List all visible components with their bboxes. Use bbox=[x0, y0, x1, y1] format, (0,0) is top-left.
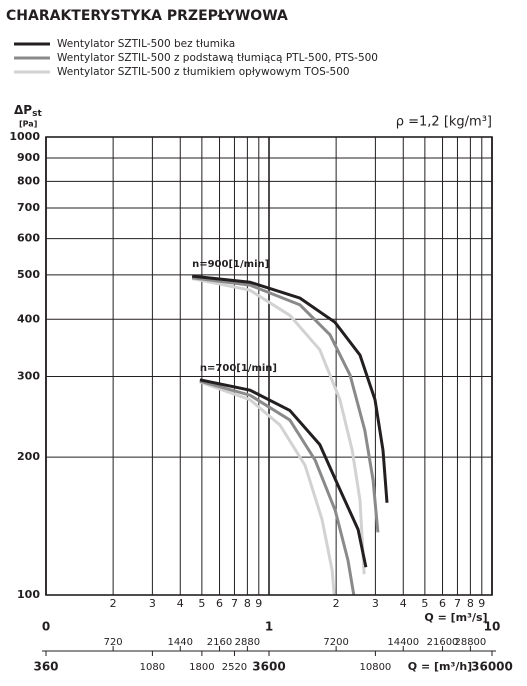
y-tick-label: 200 bbox=[17, 450, 40, 463]
x-tick-label: 10 bbox=[484, 620, 501, 634]
x2-tick-label: 21600 bbox=[427, 637, 459, 648]
x-tick-label: 7 bbox=[231, 597, 238, 610]
x-tick-label: 2 bbox=[333, 597, 340, 610]
y-tick-label: 1000 bbox=[9, 130, 40, 143]
curve-label: n=900[1/min] bbox=[192, 259, 269, 270]
curve bbox=[191, 276, 380, 533]
y-axis-unit: [Pa] bbox=[19, 120, 37, 129]
x-tick-label: 4 bbox=[177, 597, 184, 610]
x2-tick-label: 360 bbox=[33, 660, 58, 674]
x2-tick-label: 1800 bbox=[189, 662, 214, 673]
y-tick-label: 300 bbox=[17, 369, 40, 382]
x-tick-label: 4 bbox=[400, 597, 407, 610]
x-tick-label: 8 bbox=[467, 597, 474, 610]
x2-tick-label: 2520 bbox=[222, 662, 247, 673]
curve bbox=[191, 277, 366, 575]
curve bbox=[199, 379, 356, 596]
x-tick-label: 5 bbox=[198, 597, 205, 610]
x2-tick-label: 36000 bbox=[471, 660, 513, 674]
x2-tick-label: 1080 bbox=[140, 662, 165, 673]
x-tick-label: 2 bbox=[110, 597, 117, 610]
x2-tick-label: 10800 bbox=[359, 662, 391, 673]
x2-tick-label: 14400 bbox=[387, 637, 419, 648]
y-tick-label: 100 bbox=[17, 588, 40, 601]
x2-tick-label: 720 bbox=[104, 637, 123, 648]
y-tick-label: 800 bbox=[17, 174, 40, 187]
x-tick-label: 1 bbox=[265, 620, 273, 634]
legend-label: Wentylator SZTIL-500 z podstawą tłumiącą… bbox=[57, 52, 378, 64]
y-tick-label: 900 bbox=[17, 151, 40, 164]
x-tick-label: 7 bbox=[454, 597, 461, 610]
y-tick-label: 400 bbox=[17, 312, 40, 325]
x2-axis-label: Q = [m³/h] bbox=[408, 660, 472, 673]
density-annotation: ρ =1,2 [kg/m³] bbox=[396, 115, 492, 130]
curve bbox=[199, 380, 336, 596]
x-tick-label: 0 bbox=[42, 620, 50, 634]
x-tick-label: 9 bbox=[478, 597, 485, 610]
y-label-sub: st bbox=[32, 109, 42, 119]
curve bbox=[199, 378, 368, 568]
x-tick-label: 9 bbox=[255, 597, 262, 610]
plot-frame bbox=[45, 136, 493, 596]
x-tick-label: 5 bbox=[421, 597, 428, 610]
x-axis-label: Q = [m³/s] bbox=[424, 611, 487, 624]
x-tick-label: 8 bbox=[244, 597, 251, 610]
x-tick-label: 3 bbox=[372, 597, 379, 610]
x-tick-label: 6 bbox=[216, 597, 223, 610]
curve bbox=[191, 274, 389, 503]
y-tick-label: 700 bbox=[17, 201, 40, 214]
x2-tick-label: 28800 bbox=[454, 637, 486, 648]
y-axis-label: ΔPst bbox=[14, 103, 42, 119]
y-label-main: ΔP bbox=[14, 103, 32, 117]
legend-label: Wentylator SZTIL-500 bez tłumika bbox=[57, 38, 235, 50]
x2-tick-label: 7200 bbox=[323, 637, 348, 648]
y-tick-label: 600 bbox=[17, 232, 40, 245]
y-tick-label: 500 bbox=[17, 268, 40, 281]
x2-tick-label: 2880 bbox=[235, 637, 260, 648]
x2-tick-label: 3600 bbox=[252, 660, 285, 674]
x2-tick-label: 2160 bbox=[207, 637, 232, 648]
x2-tick-label: 1440 bbox=[168, 637, 193, 648]
x-tick-label: 3 bbox=[149, 597, 156, 610]
curve-label: n=700[1/min] bbox=[200, 363, 277, 374]
x-tick-label: 6 bbox=[439, 597, 446, 610]
legend-label: Wentylator SZTIL-500 z tłumikiem opływow… bbox=[57, 66, 350, 78]
chart-title: CHARAKTERYSTYKA PRZEPŁYWOWA bbox=[6, 8, 288, 24]
